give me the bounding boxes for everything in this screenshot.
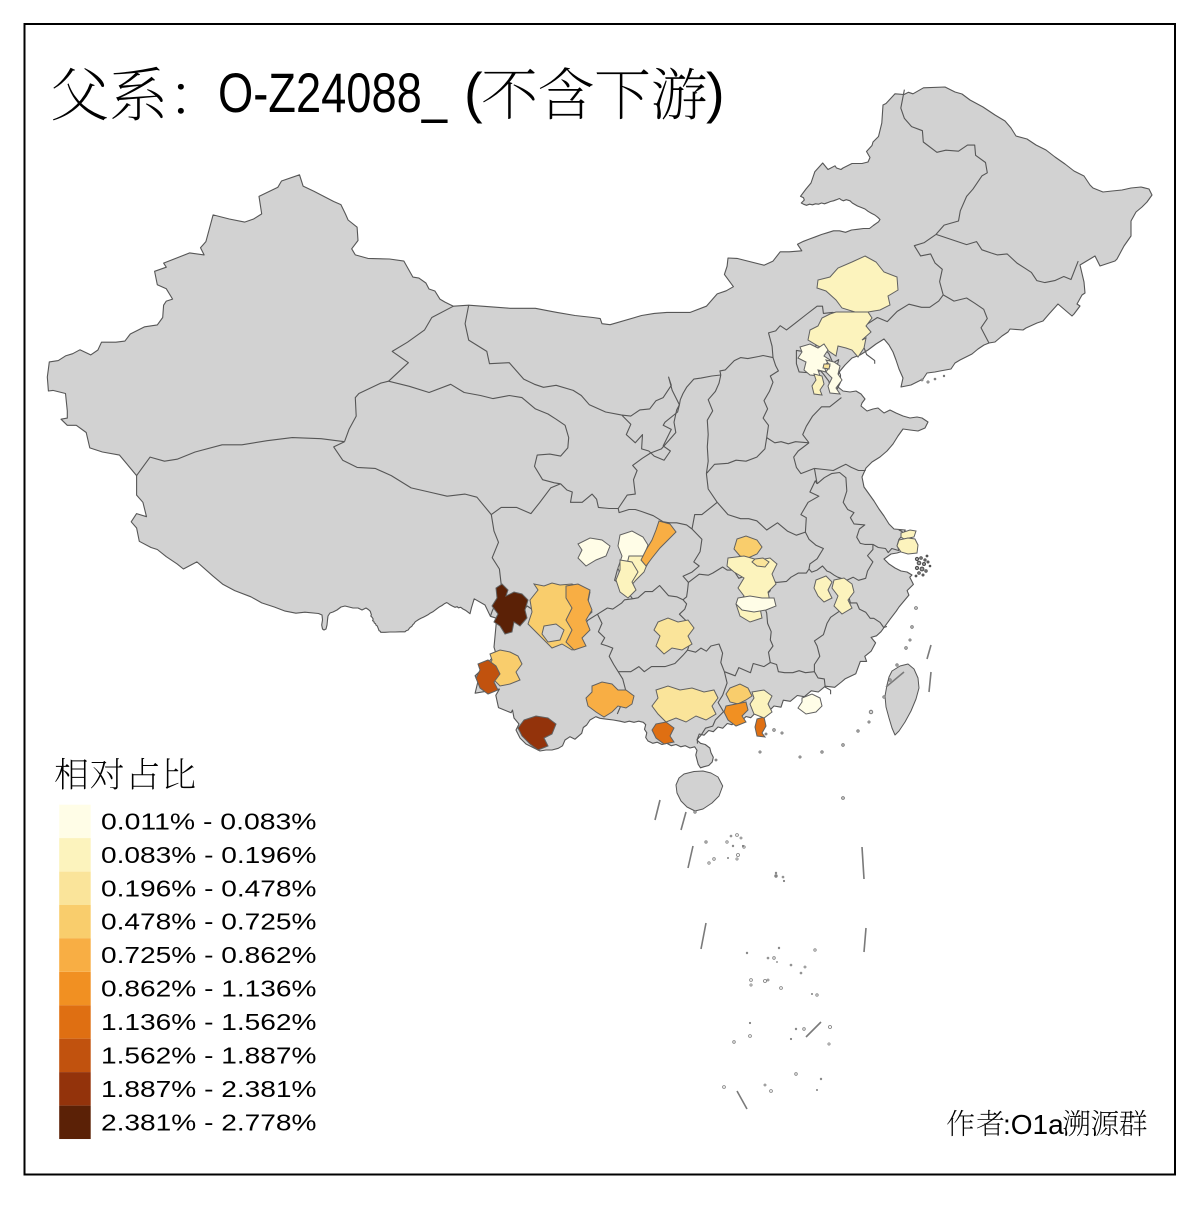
svg-text:0.478% - 0.725%: 0.478% - 0.725% xyxy=(101,909,317,935)
svg-text:0.011% - 0.083%: 0.011% - 0.083% xyxy=(101,808,317,834)
svg-text:0.196% - 0.478%: 0.196% - 0.478% xyxy=(101,875,317,901)
svg-text:0.862% - 1.136%: 0.862% - 1.136% xyxy=(101,976,317,1002)
svg-text:1.887% - 2.381%: 1.887% - 2.381% xyxy=(101,1076,317,1102)
svg-text:(: ( xyxy=(464,61,483,124)
svg-text:0.725% - 0.862%: 0.725% - 0.862% xyxy=(101,942,317,968)
svg-text:1.136% - 1.562%: 1.136% - 1.562% xyxy=(101,1009,317,1035)
svg-text:O-Z24088_: O-Z24088_ xyxy=(218,61,448,124)
svg-text:2.381% - 2.778%: 2.381% - 2.778% xyxy=(101,1109,317,1135)
svg-text:0.083% - 0.196%: 0.083% - 0.196% xyxy=(101,842,317,868)
svg-text:1.562% - 1.887%: 1.562% - 1.887% xyxy=(101,1042,317,1068)
svg-text:): ) xyxy=(706,61,725,124)
svg-text::O1a: :O1a xyxy=(1003,1109,1064,1140)
